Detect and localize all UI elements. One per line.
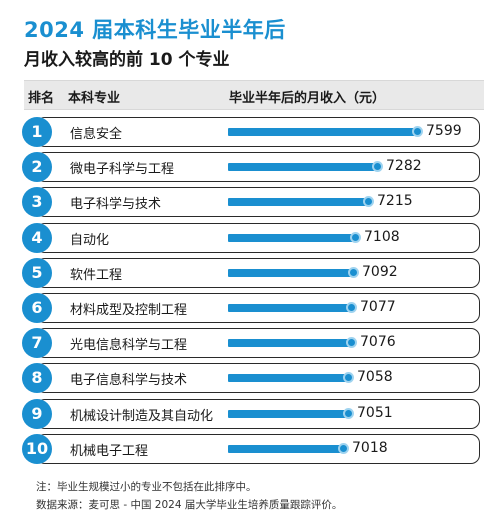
data-label: 7108: [364, 228, 400, 245]
bar-end-marker: [372, 161, 383, 173]
chart-row: 3 电子科学与技术 7215: [22, 187, 482, 218]
header-income: 毕业半年后的月收入（元）: [229, 91, 386, 106]
bar: [228, 339, 352, 348]
chart-subtitle: 月收入较高的前 10 个专业: [24, 50, 230, 70]
data-label: 7058: [357, 369, 393, 386]
bar: [228, 444, 344, 453]
data-label: 7077: [360, 299, 396, 315]
rank-badge: 1: [22, 117, 52, 147]
header-major: 本科专业: [68, 91, 121, 106]
category-label: 自动化: [70, 232, 110, 248]
category-label: 光电信息科学与工程: [70, 338, 188, 354]
bar: [228, 304, 352, 312]
category-label: 电子科学与技术: [70, 197, 162, 213]
header-rank: 排名: [28, 91, 55, 106]
category-label: 信息安全: [70, 127, 123, 142]
bar-end-marker: [363, 196, 374, 208]
bar: [228, 163, 378, 172]
rank-badge: 8: [22, 363, 52, 394]
rank-badge: 3: [22, 187, 52, 218]
category-label: 微电子科学与工程: [70, 162, 175, 178]
rank-badge: 5: [22, 257, 52, 288]
category-label: 材料成型及控制工程: [70, 303, 188, 318]
data-label: 7018: [352, 439, 388, 456]
bar-end-marker: [348, 266, 359, 278]
data-label: 7282: [386, 158, 422, 175]
bar: [228, 198, 369, 207]
category-label: 机械设计制造及其自动化: [70, 408, 214, 424]
data-label: 7215: [377, 193, 413, 210]
bar-end-marker: [338, 442, 349, 454]
bar-end-marker: [343, 407, 354, 419]
rank-badge: 4: [22, 222, 52, 253]
category-label: 电子信息科学与技术: [70, 373, 188, 389]
data-label: 7051: [357, 404, 393, 421]
bar-end-marker: [350, 231, 361, 243]
bar-end-marker: [343, 372, 354, 384]
rank-badge: 6: [22, 293, 52, 323]
chart-row: 9 机械设计制造及其自动化 7051: [22, 398, 482, 429]
bar-end-marker: [346, 302, 357, 313]
bar-end-marker: [412, 126, 423, 137]
chart-row: 4 自动化 7108: [22, 222, 482, 253]
bar: [228, 409, 349, 418]
chart-row: 2 微电子科学与工程 7282: [22, 152, 482, 183]
category-label: 软件工程: [70, 267, 123, 283]
rank-badge: 10: [22, 433, 52, 464]
rank-badge: 7: [22, 328, 52, 359]
chart-row: 10 机械电子工程 7018: [22, 433, 482, 464]
chart-title: 2024 届本科生毕业半年后: [24, 18, 286, 42]
table-header: 排名 本科专业 毕业半年后的月收入（元）: [24, 80, 484, 110]
bar: [228, 128, 418, 136]
data-label: 7076: [360, 334, 396, 351]
bar: [228, 268, 354, 277]
chart-row: 5 软件工程 7092: [22, 257, 482, 288]
category-label: 机械电子工程: [70, 443, 149, 459]
chart-row: 1 信息安全 7599: [22, 117, 482, 147]
bar: [228, 233, 356, 242]
bar-end-marker: [346, 337, 357, 349]
data-label: 7599: [426, 123, 462, 139]
rank-badge: 2: [22, 152, 52, 183]
chart-row: 7 光电信息科学与工程 7076: [22, 328, 482, 359]
chart-row: 6 材料成型及控制工程 7077: [22, 293, 482, 323]
footnote: 注：毕业生规模过小的专业不包括在此排序中。: [36, 481, 257, 493]
data-source: 数据来源：麦可思 - 中国 2024 届大学毕业生培养质量跟踪评价。: [36, 499, 343, 511]
rank-badge: 9: [22, 398, 52, 429]
chart-row: 8 电子信息科学与技术 7058: [22, 363, 482, 394]
bar: [228, 374, 349, 383]
data-label: 7092: [362, 263, 398, 280]
